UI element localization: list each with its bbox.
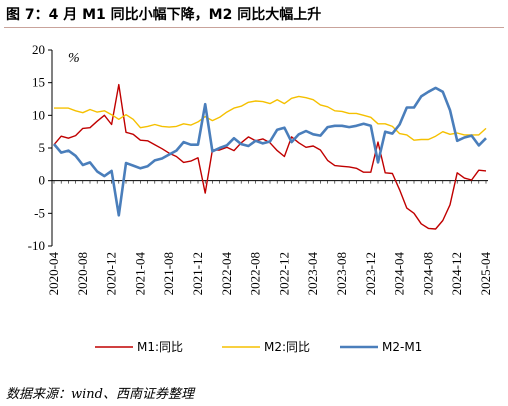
x-tick-label: 2022-08 xyxy=(248,252,263,295)
x-tick-label: 2021-12 xyxy=(190,252,205,295)
y-tick-label: 15 xyxy=(32,75,45,90)
chart-plot xyxy=(53,83,487,230)
x-tick-label: 2021-04 xyxy=(132,252,147,296)
x-tick-label: 2020-08 xyxy=(75,252,90,295)
chart-legend: M1:同比 M2:同比 M2-M1 xyxy=(95,340,422,354)
legend-label-3: M2-M1 xyxy=(382,340,422,354)
y-tick-label: 10 xyxy=(32,107,45,122)
chart-title: 图 7：4 月 M1 同比小幅下降，M2 同比大幅上升 xyxy=(6,7,322,23)
series-line-3 xyxy=(53,86,487,217)
x-tick-label: 2023-04 xyxy=(305,252,320,296)
y-tick-label: 20 xyxy=(32,42,45,57)
x-tick-label: 2025-04 xyxy=(478,252,493,296)
y-tick-label: -10 xyxy=(28,238,45,253)
x-tick-label: 2022-04 xyxy=(219,252,234,296)
x-tick-label: 2022-12 xyxy=(276,252,291,295)
title-divider xyxy=(4,27,504,28)
x-tick-label: 2024-08 xyxy=(420,252,435,295)
x-tick-label: 2021-08 xyxy=(161,252,176,295)
x-tick-label: 2020-12 xyxy=(104,252,119,295)
y-tick-label: -5 xyxy=(34,205,45,220)
y-tick-label: 5 xyxy=(39,140,46,155)
y-tick-label: 0 xyxy=(39,173,46,188)
legend-label-2: M2:同比 xyxy=(264,340,310,354)
x-tick-label: 2023-08 xyxy=(334,252,349,295)
chart-axes: -10 -5 0 5 10 15 20 2020-04 2020-08 2020-12 2021-0… xyxy=(28,42,493,295)
series-line-2 xyxy=(54,95,487,141)
x-tick-label: 2024-04 xyxy=(392,252,407,296)
x-tick-label: 2023-12 xyxy=(363,252,378,295)
y-axis-unit: % xyxy=(68,51,80,66)
x-tick-label: 2020-04 xyxy=(46,252,61,296)
x-tick-label: 2024-12 xyxy=(449,252,464,295)
data-source-note: 数据来源：wind、西南证券整理 xyxy=(6,387,194,402)
legend-label-1: M1:同比 xyxy=(137,340,183,354)
line-chart: -10 -5 0 5 10 15 20 2020-04 2020-08 2020-12 2021-0… xyxy=(28,42,493,354)
